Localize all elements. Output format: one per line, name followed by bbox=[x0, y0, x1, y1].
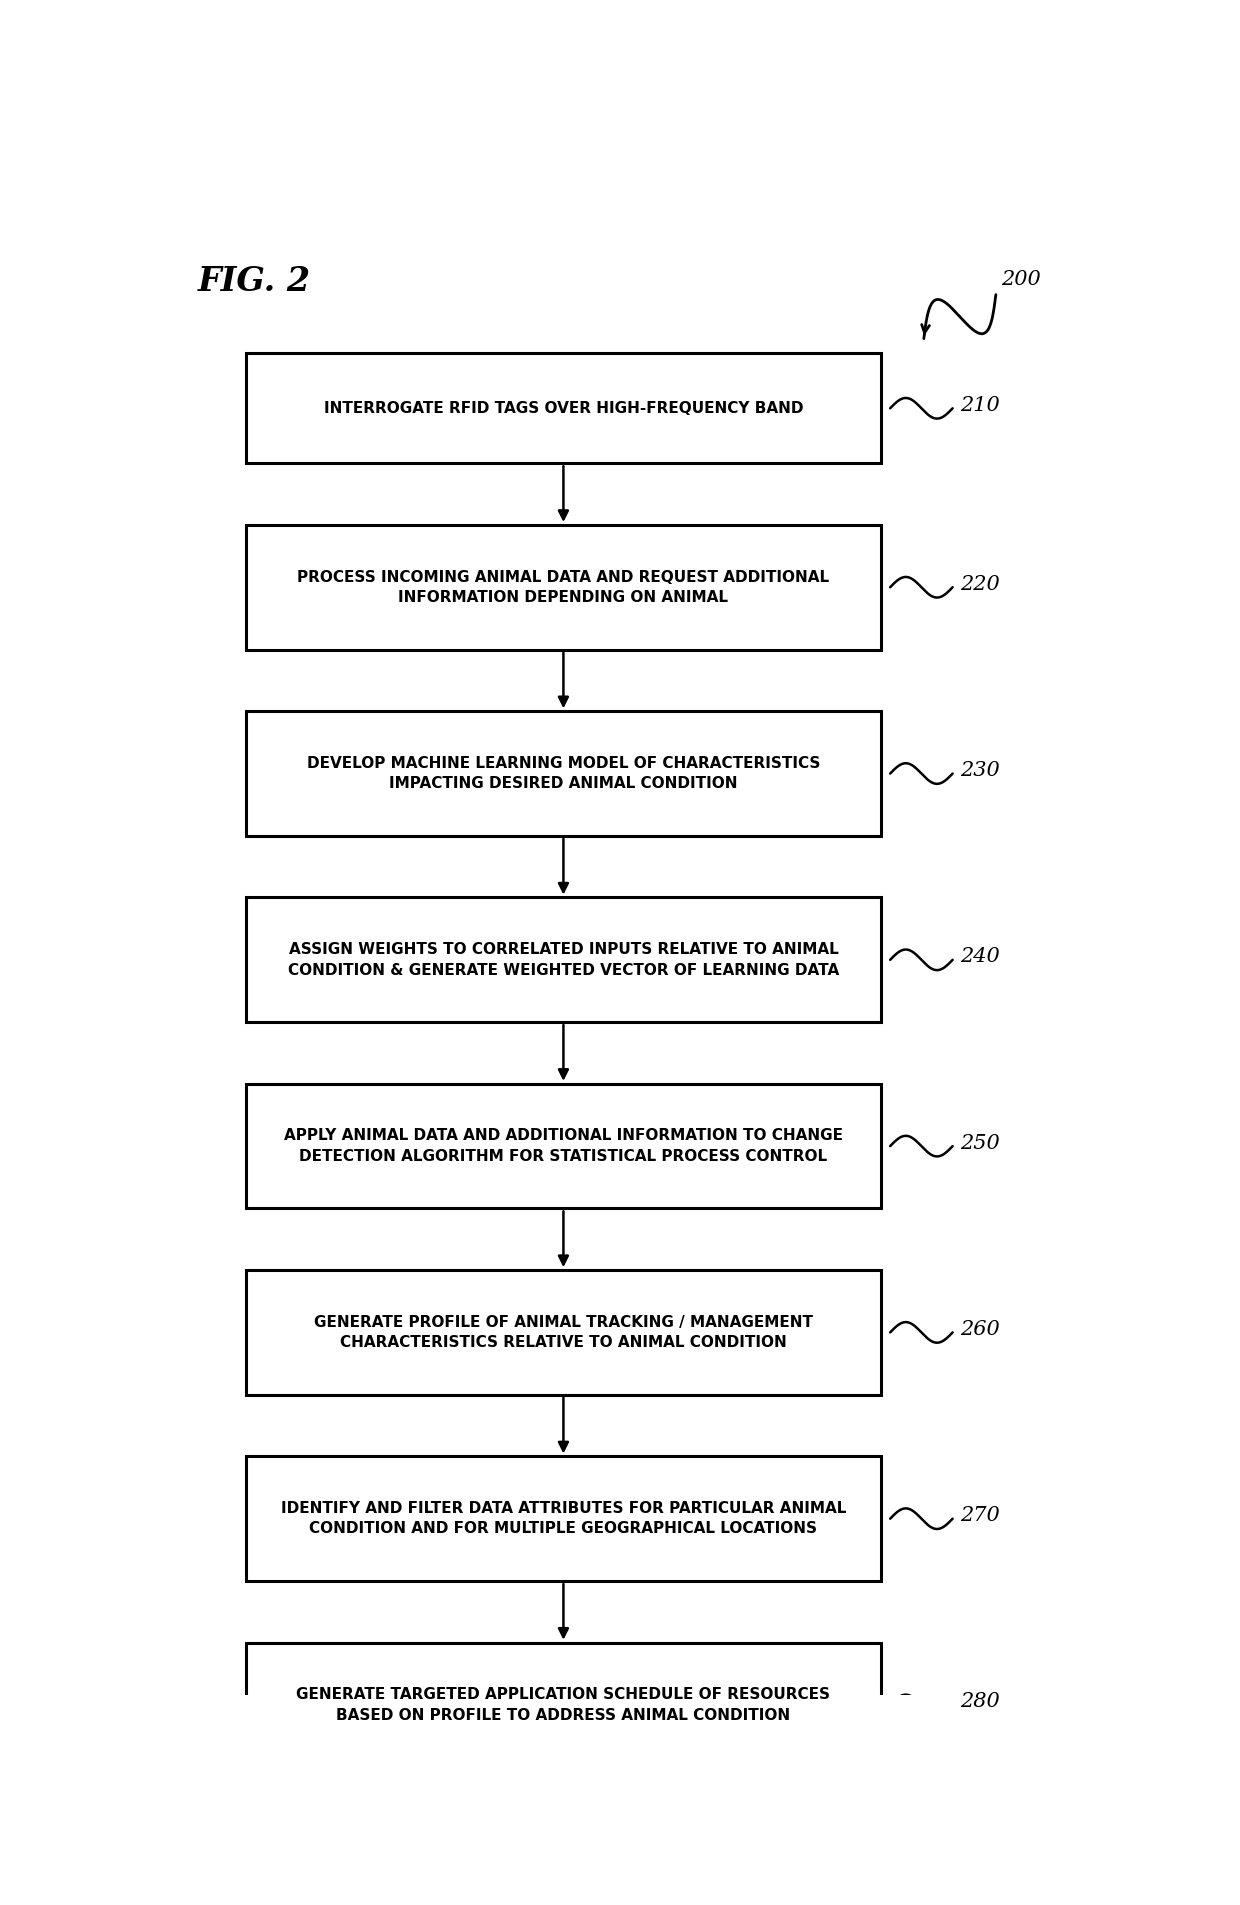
Text: 240: 240 bbox=[960, 947, 1001, 966]
Text: IDENTIFY AND FILTER DATA ATTRIBUTES FOR PARTICULAR ANIMAL
CONDITION AND FOR MULT: IDENTIFY AND FILTER DATA ATTRIBUTES FOR … bbox=[280, 1501, 846, 1537]
Text: 220: 220 bbox=[960, 575, 1001, 594]
Text: PROCESS INCOMING ANIMAL DATA AND REQUEST ADDITIONAL
INFORMATION DEPENDING ON ANI: PROCESS INCOMING ANIMAL DATA AND REQUEST… bbox=[298, 570, 830, 606]
Bar bbox=[247, 1084, 880, 1208]
Bar bbox=[247, 897, 880, 1023]
Text: APPLY ANIMAL DATA AND ADDITIONAL INFORMATION TO CHANGE
DETECTION ALGORITHM FOR S: APPLY ANIMAL DATA AND ADDITIONAL INFORMA… bbox=[284, 1128, 843, 1164]
Text: ASSIGN WEIGHTS TO CORRELATED INPUTS RELATIVE TO ANIMAL
CONDITION & GENERATE WEIG: ASSIGN WEIGHTS TO CORRELATED INPUTS RELA… bbox=[288, 943, 839, 977]
Text: 230: 230 bbox=[960, 760, 1001, 779]
Text: GENERATE PROFILE OF ANIMAL TRACKING / MANAGEMENT
CHARACTERISTICS RELATIVE TO ANI: GENERATE PROFILE OF ANIMAL TRACKING / MA… bbox=[314, 1314, 813, 1351]
Text: 210: 210 bbox=[960, 396, 1001, 415]
Bar bbox=[247, 1455, 880, 1581]
Bar bbox=[247, 711, 880, 836]
Text: 270: 270 bbox=[960, 1507, 1001, 1526]
Text: DEVELOP MACHINE LEARNING MODEL OF CHARACTERISTICS
IMPACTING DESIRED ANIMAL CONDI: DEVELOP MACHINE LEARNING MODEL OF CHARAC… bbox=[306, 756, 820, 791]
Text: 200: 200 bbox=[1001, 271, 1040, 290]
Text: 260: 260 bbox=[960, 1320, 1001, 1339]
Text: GENERATE TARGETED APPLICATION SCHEDULE OF RESOURCES
BASED ON PROFILE TO ADDRESS : GENERATE TARGETED APPLICATION SCHEDULE O… bbox=[296, 1688, 831, 1722]
Text: FIG. 2: FIG. 2 bbox=[198, 265, 311, 299]
Text: INTERROGATE RFID TAGS OVER HIGH-FREQUENCY BAND: INTERROGATE RFID TAGS OVER HIGH-FREQUENC… bbox=[324, 400, 804, 415]
Bar bbox=[247, 352, 880, 463]
Bar bbox=[247, 1271, 880, 1394]
Bar bbox=[247, 1642, 880, 1768]
Text: 280: 280 bbox=[960, 1692, 1001, 1711]
Text: 250: 250 bbox=[960, 1133, 1001, 1153]
Bar bbox=[247, 526, 880, 650]
